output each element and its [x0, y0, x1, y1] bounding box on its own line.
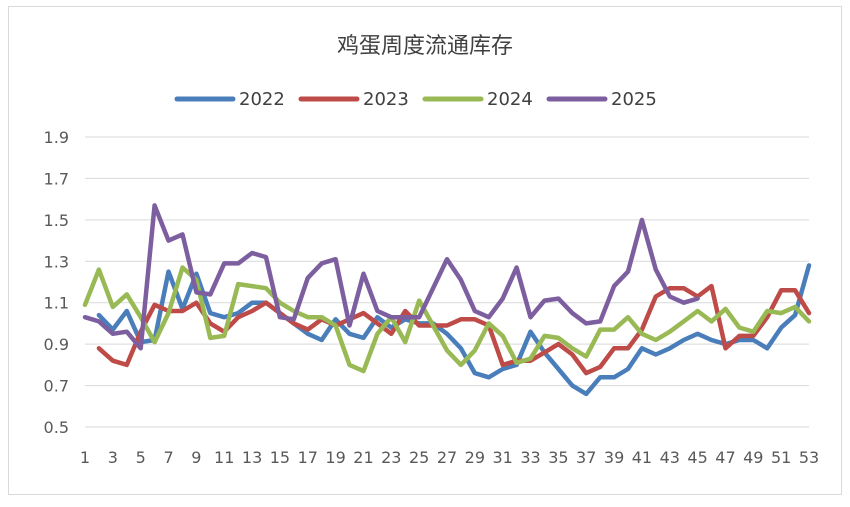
line-chart: 鸡蛋周度流通库存 2022 2023 2024 2025 0.5 0.7 0.9 1.1 1.… [44, 34, 820, 467]
x-tick-label: 43 [660, 448, 680, 467]
x-tick-label: 53 [799, 448, 819, 467]
legend-label-2023: 2023 [363, 89, 409, 110]
y-tick-label: 1.1 [44, 294, 69, 313]
x-tick-label: 17 [298, 448, 318, 467]
y-tick-label: 1.7 [44, 169, 69, 188]
series-line-2024 [82, 265, 812, 374]
x-tick-label: 49 [743, 448, 763, 467]
x-tick-label: 31 [493, 448, 513, 467]
y-tick-label: 1.3 [44, 252, 69, 271]
legend-label-2024: 2024 [487, 89, 533, 110]
y-tick-label: 1.5 [44, 211, 69, 230]
y-tick-label: 1.9 [44, 128, 69, 147]
x-tick-label: 33 [520, 448, 540, 467]
x-tick-label: 47 [715, 448, 735, 467]
x-tick-label: 19 [325, 448, 345, 467]
series-line-2023 [96, 283, 812, 376]
x-tick-label: 35 [548, 448, 568, 467]
y-tick-label: 0.5 [44, 418, 69, 437]
y-axis-tick-labels: 0.5 0.7 0.9 1.1 1.3 1.5 1.7 1.9 [44, 128, 69, 437]
x-tick-label: 1 [80, 448, 90, 467]
y-tick-label: 0.9 [44, 335, 69, 354]
x-tick-label: 41 [632, 448, 652, 467]
x-tick-label: 23 [381, 448, 401, 467]
y-tick-label: 0.7 [44, 377, 69, 396]
x-tick-label: 51 [771, 448, 791, 467]
x-tick-label: 3 [108, 448, 118, 467]
x-tick-label: 5 [136, 448, 146, 467]
x-tick-label: 21 [353, 448, 373, 467]
x-tick-label: 7 [163, 448, 173, 467]
x-tick-label: 29 [465, 448, 485, 467]
x-tick-label: 39 [604, 448, 624, 467]
chart-frame: 鸡蛋周度流通库存 2022 2023 2024 2025 0.5 0.7 0.9 1.1 1.… [8, 6, 842, 495]
series-line-2022 [96, 263, 812, 397]
series-lines [82, 203, 812, 397]
x-axis-tick-labels: 1 3 5 7 9 11 13 15 17 19 21 23 25 27 29 31 33 35 37 39 41 43 4… [80, 448, 819, 467]
x-tick-label: 15 [270, 448, 290, 467]
x-tick-label: 9 [191, 448, 201, 467]
legend-label-2022: 2022 [239, 89, 285, 110]
legend-label-2025: 2025 [611, 89, 657, 110]
x-tick-label: 45 [687, 448, 707, 467]
chart-title: 鸡蛋周度流通库存 [337, 34, 513, 59]
x-tick-label: 11 [214, 448, 234, 467]
x-tick-label: 25 [409, 448, 429, 467]
legend: 2022 2023 2024 2025 [174, 89, 657, 110]
x-tick-label: 13 [242, 448, 262, 467]
x-tick-label: 37 [576, 448, 596, 467]
series-line-2025 [82, 203, 700, 351]
x-tick-label: 27 [437, 448, 457, 467]
